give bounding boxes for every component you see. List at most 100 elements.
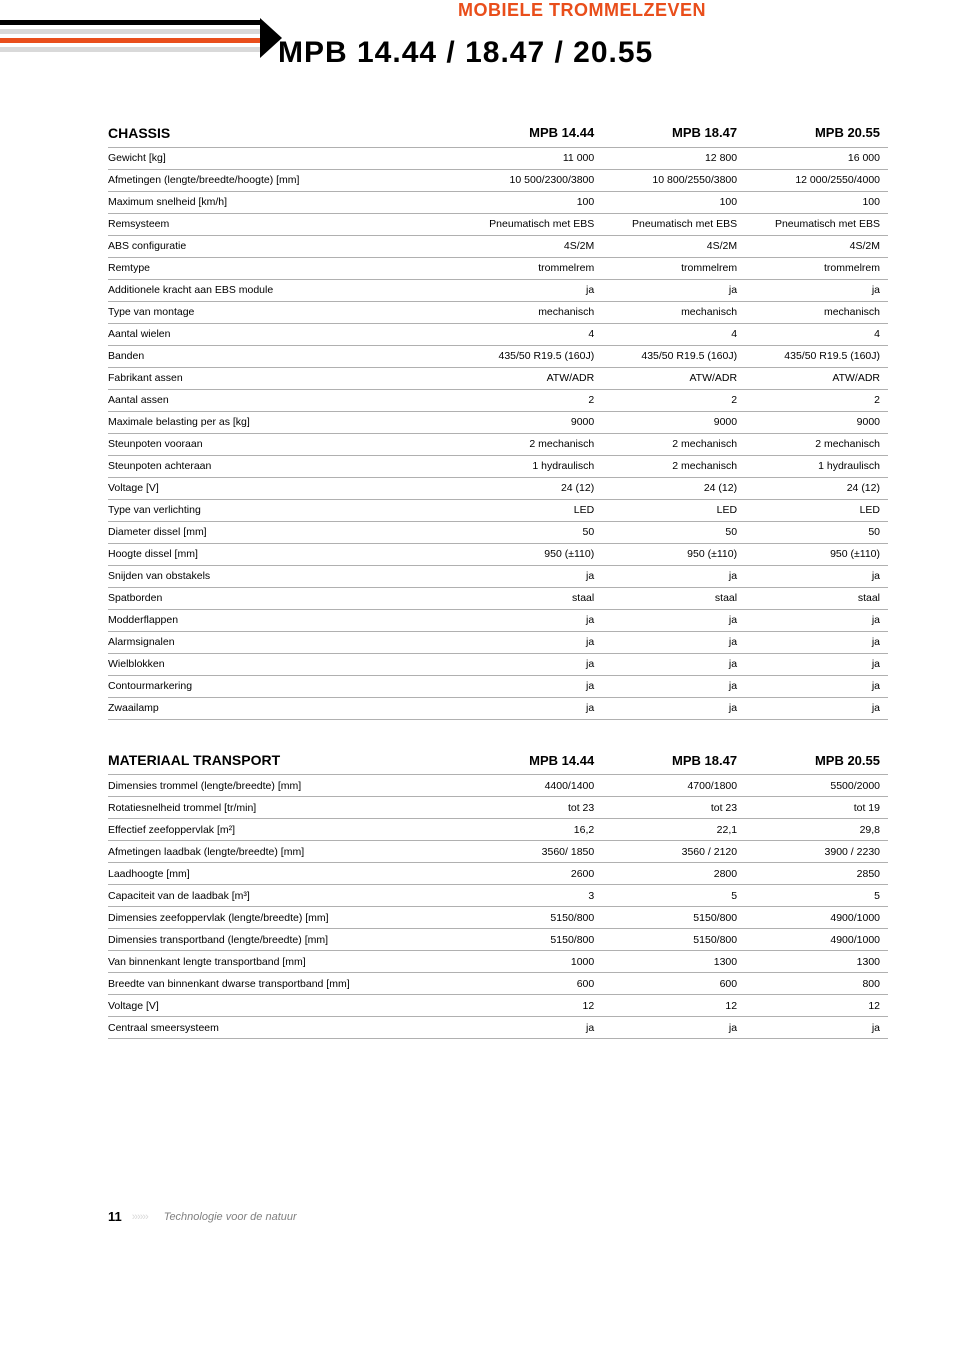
spec-value: 1 hydraulisch — [745, 455, 888, 477]
table-model-header: MPB 18.47 — [602, 120, 745, 147]
spec-label: Capaciteit van de laadbak [m³] — [108, 885, 459, 907]
table-row: Dimensies zeefoppervlak (lengte/breedte)… — [108, 907, 888, 929]
spec-value: 100 — [459, 191, 602, 213]
spec-value: 3560/ 1850 — [459, 841, 602, 863]
spec-label: Wielblokken — [108, 653, 459, 675]
spec-value: 435/50 R19.5 (160J) — [745, 345, 888, 367]
spec-value: 4 — [602, 323, 745, 345]
spec-value: 4400/1400 — [459, 775, 602, 797]
spec-label: Laadhoogte [mm] — [108, 863, 459, 885]
spec-value: 2 mechanisch — [602, 433, 745, 455]
spec-value: ATW/ADR — [602, 367, 745, 389]
spec-value: 5 — [602, 885, 745, 907]
table-row: Contourmarkeringjajaja — [108, 675, 888, 697]
spec-value: staal — [745, 587, 888, 609]
spec-label: Spatborden — [108, 587, 459, 609]
spec-value: 11 000 — [459, 147, 602, 169]
spec-label: Afmetingen (lengte/breedte/hoogte) [mm] — [108, 169, 459, 191]
spec-label: Voltage [V] — [108, 995, 459, 1017]
spec-value: ja — [459, 565, 602, 587]
spec-label: Effectief zeefoppervlak [m²] — [108, 819, 459, 841]
table-row: Steunpoten vooraan2 mechanisch2 mechanis… — [108, 433, 888, 455]
table-header-row: MATERIAAL TRANSPORTMPB 14.44MPB 18.47MPB… — [108, 748, 888, 775]
spec-value: 1 hydraulisch — [459, 455, 602, 477]
table-row: Voltage [V]24 (12)24 (12)24 (12) — [108, 477, 888, 499]
spec-label: Gewicht [kg] — [108, 147, 459, 169]
spec-label: Dimensies transportband (lengte/breedte)… — [108, 929, 459, 951]
table-row: Gewicht [kg]11 00012 80016 000 — [108, 147, 888, 169]
spec-table-0: CHASSISMPB 14.44MPB 18.47MPB 20.55Gewich… — [108, 120, 888, 720]
spec-label: Contourmarkering — [108, 675, 459, 697]
spec-value: 2850 — [745, 863, 888, 885]
spec-value: 4900/1000 — [745, 929, 888, 951]
spec-value: ja — [459, 675, 602, 697]
table-row: Afmetingen laadbak (lengte/breedte) [mm]… — [108, 841, 888, 863]
spec-value: ja — [602, 565, 745, 587]
spec-value: 4 — [459, 323, 602, 345]
spec-value: 4 — [745, 323, 888, 345]
table-row: Additionele kracht aan EBS modulejajaja — [108, 279, 888, 301]
table-row: Type van verlichtingLEDLEDLED — [108, 499, 888, 521]
spec-value: tot 19 — [745, 797, 888, 819]
spec-value: 3900 / 2230 — [745, 841, 888, 863]
table-row: Wielblokkenjajaja — [108, 653, 888, 675]
spec-value: ja — [459, 279, 602, 301]
spec-label: Rotatiesnelheid trommel [tr/min] — [108, 797, 459, 819]
spec-value: 50 — [602, 521, 745, 543]
spec-value: ja — [459, 653, 602, 675]
spec-value: mechanisch — [602, 301, 745, 323]
spec-label: ABS configuratie — [108, 235, 459, 257]
spec-value: 3 — [459, 885, 602, 907]
spec-value: 2 mechanisch — [459, 433, 602, 455]
table-row: Maximum snelheid [km/h]100100100 — [108, 191, 888, 213]
spec-value: 4900/1000 — [745, 907, 888, 929]
spec-value: ja — [602, 1017, 745, 1039]
spec-value: ja — [459, 1017, 602, 1039]
spec-value: 5150/800 — [602, 929, 745, 951]
table-row: Effectief zeefoppervlak [m²]16,222,129,8 — [108, 819, 888, 841]
spec-value: 22,1 — [602, 819, 745, 841]
table-model-header: MPB 14.44 — [459, 748, 602, 775]
spec-value: 16,2 — [459, 819, 602, 841]
spec-value: 2 — [602, 389, 745, 411]
table-row: Centraal smeersysteemjajaja — [108, 1017, 888, 1039]
table-header-row: CHASSISMPB 14.44MPB 18.47MPB 20.55 — [108, 120, 888, 147]
spec-label: Snijden van obstakels — [108, 565, 459, 587]
spec-value: 24 (12) — [459, 477, 602, 499]
table-row: Afmetingen (lengte/breedte/hoogte) [mm]1… — [108, 169, 888, 191]
spec-value: ja — [602, 697, 745, 719]
content: CHASSISMPB 14.44MPB 18.47MPB 20.55Gewich… — [0, 120, 960, 1039]
spec-value: 1300 — [745, 951, 888, 973]
spec-value: 5 — [745, 885, 888, 907]
table-row: Laadhoogte [mm]260028002850 — [108, 863, 888, 885]
spec-value: 9000 — [459, 411, 602, 433]
table-row: Maximale belasting per as [kg]9000900090… — [108, 411, 888, 433]
tables-container: CHASSISMPB 14.44MPB 18.47MPB 20.55Gewich… — [108, 120, 888, 1039]
spec-label: Afmetingen laadbak (lengte/breedte) [mm] — [108, 841, 459, 863]
table-row: Capaciteit van de laadbak [m³]355 — [108, 885, 888, 907]
table-model-header: MPB 20.55 — [745, 120, 888, 147]
table-row: Alarmsignalenjajaja — [108, 631, 888, 653]
spec-label: Hoogte dissel [mm] — [108, 543, 459, 565]
product-title: MPB 14.44 / 18.47 / 20.55 — [278, 36, 653, 70]
spec-label: Steunpoten achteraan — [108, 455, 459, 477]
stripe-black — [0, 20, 260, 25]
table-row: Fabrikant assenATW/ADRATW/ADRATW/ADR — [108, 367, 888, 389]
table-row: Dimensies trommel (lengte/breedte) [mm]4… — [108, 775, 888, 797]
spec-value: 950 (±110) — [602, 543, 745, 565]
spec-value: 3560 / 2120 — [602, 841, 745, 863]
table-row: Van binnenkant lengte transportband [mm]… — [108, 951, 888, 973]
spec-value: 2 — [745, 389, 888, 411]
table-row: Spatbordenstaalstaalstaal — [108, 587, 888, 609]
spec-value: ATW/ADR — [745, 367, 888, 389]
spec-value: 12 800 — [602, 147, 745, 169]
spec-value: LED — [602, 499, 745, 521]
spec-value: Pneumatisch met EBS — [602, 213, 745, 235]
spec-value: 24 (12) — [602, 477, 745, 499]
page: MOBIELE TROMMELZEVEN MPB 14.44 / 18.47 /… — [0, 0, 960, 1224]
spec-value: ja — [745, 565, 888, 587]
spec-value: staal — [459, 587, 602, 609]
spec-value: ja — [602, 279, 745, 301]
spec-value: 12 — [745, 995, 888, 1017]
stripe-grey-2 — [0, 47, 260, 52]
